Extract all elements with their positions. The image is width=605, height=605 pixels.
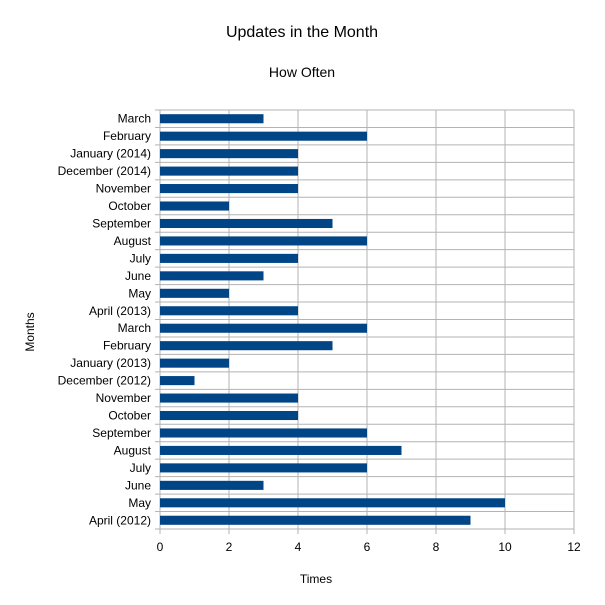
chart-subtitle: How Often <box>269 64 335 80</box>
chart-title: Updates in the Month <box>226 24 378 41</box>
y-tick-label: December (2014) <box>58 164 151 178</box>
y-tick-label: May <box>128 286 151 300</box>
y-tick-label: April (2012) <box>89 513 151 527</box>
x-tick-label: 10 <box>498 540 512 554</box>
y-axis-tick-labels: March February January (2014) December (201… <box>58 112 152 528</box>
y-tick-label: March <box>118 321 151 335</box>
bar <box>160 131 367 141</box>
x-tick-label: 2 <box>226 540 233 554</box>
bar <box>160 498 505 508</box>
y-tick-label: September <box>92 216 151 230</box>
x-axis-tick-labels: 0 2 4 6 8 10 12 <box>157 540 581 554</box>
y-tick-label: April (2013) <box>89 304 151 318</box>
grid-lines <box>155 109 575 534</box>
bar <box>160 201 229 211</box>
bars <box>160 114 505 525</box>
y-tick-label: January (2013) <box>70 356 151 370</box>
x-tick-label: 8 <box>433 540 440 554</box>
bar <box>160 410 298 421</box>
y-tick-label: September <box>92 426 151 440</box>
y-tick-label: July <box>130 461 151 475</box>
x-tick-label: 4 <box>295 540 302 554</box>
y-tick-label: March <box>118 112 151 126</box>
y-tick-label: December (2012) <box>58 374 151 388</box>
bar <box>160 515 471 525</box>
bar <box>160 271 264 281</box>
y-tick-label: November <box>96 391 151 405</box>
bar <box>160 480 264 490</box>
y-tick-label: May <box>128 496 151 510</box>
x-tick-label: 0 <box>157 540 164 554</box>
bar <box>160 323 367 333</box>
bar <box>160 184 298 194</box>
bar <box>160 358 229 368</box>
bar <box>160 306 298 316</box>
bar <box>160 288 229 298</box>
y-tick-label: June <box>125 269 151 283</box>
bar <box>160 166 298 176</box>
bar <box>160 341 333 351</box>
y-tick-label: August <box>114 234 152 248</box>
x-tick-label: 12 <box>567 540 581 554</box>
bar <box>160 376 195 386</box>
bar <box>160 428 367 438</box>
bar <box>160 236 367 246</box>
y-tick-label: November <box>96 182 151 196</box>
y-tick-label: October <box>108 409 151 423</box>
x-axis-title: Times <box>300 572 332 586</box>
bar <box>160 393 298 403</box>
y-axis-title: Months <box>23 312 37 351</box>
y-tick-label: August <box>114 443 152 457</box>
bar <box>160 218 333 229</box>
bar <box>160 463 367 473</box>
bar <box>160 114 264 124</box>
bar <box>160 149 298 159</box>
y-tick-label: October <box>108 199 151 213</box>
y-tick-label: June <box>125 478 151 492</box>
bar <box>160 445 402 455</box>
bar <box>160 253 298 263</box>
y-tick-label: February <box>103 129 151 143</box>
y-tick-label: January (2014) <box>70 147 151 161</box>
y-tick-label: February <box>103 339 151 353</box>
x-tick-label: 6 <box>364 540 371 554</box>
y-tick-label: July <box>130 251 151 265</box>
